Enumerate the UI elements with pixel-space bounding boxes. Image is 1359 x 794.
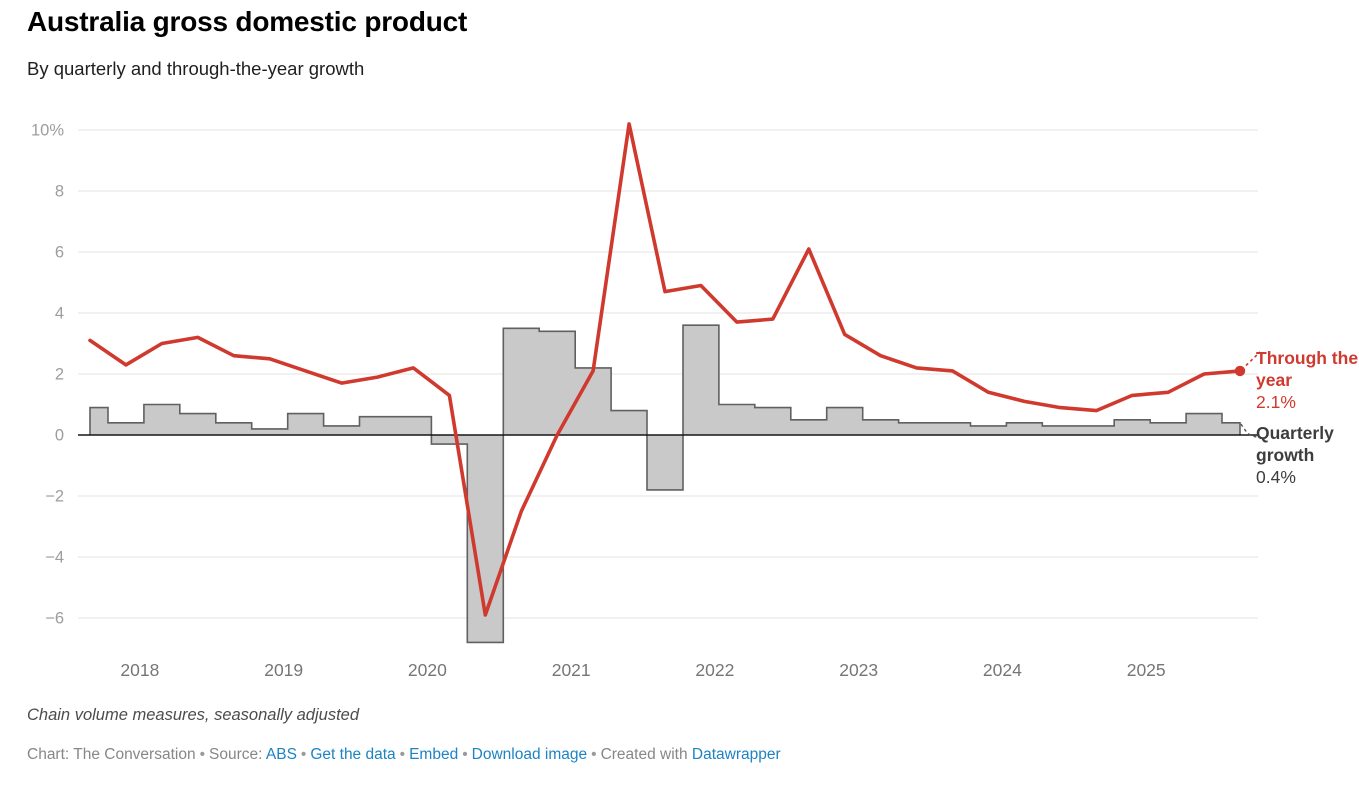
bar-series-end-label: Quarterly growth 0.4%	[1256, 422, 1359, 488]
credit-link-datawrapper[interactable]: Datawrapper	[691, 746, 781, 763]
credit-separator-dot: •	[399, 746, 406, 763]
credit-separator-dot: •	[300, 746, 307, 763]
x-year-label: 2023	[839, 660, 878, 680]
y-tick-label: −4	[45, 549, 64, 567]
credit-link-get-the-data[interactable]: Get the data	[310, 746, 396, 763]
y-tick-label: 10%	[31, 122, 64, 140]
through-year-line	[88, 122, 1242, 617]
line-series-value: 2.1%	[1256, 392, 1296, 412]
y-tick-label: −6	[45, 610, 64, 628]
y-tick-label: −2	[45, 488, 64, 506]
chart-title: Australia gross domestic product	[27, 6, 468, 37]
bar-series-name: Quarterly growth	[1256, 423, 1334, 465]
connector-bar-label-dashed	[1240, 423, 1260, 438]
credit-link-embed[interactable]: Embed	[409, 746, 459, 763]
credit-separator-dot: •	[591, 746, 597, 763]
chart-subtitle: By quarterly and through-the-year growth	[27, 58, 365, 79]
x-year-label: 2018	[120, 660, 159, 680]
y-tick-label: 8	[55, 183, 64, 201]
line-end-dot	[1234, 365, 1246, 377]
footnote: Chain volume measures, seasonally adjust…	[27, 706, 360, 724]
x-year-label: 2021	[552, 660, 591, 680]
x-year-label: 2019	[264, 660, 303, 680]
y-tick-label: 6	[55, 244, 64, 262]
y-tick-label: 4	[55, 305, 64, 323]
credit-separator-dot: •	[199, 746, 206, 763]
credit-separator-dot: •	[462, 746, 468, 763]
line-series-end-label: Through the year 2.1%	[1256, 347, 1359, 413]
credit-link-abs[interactable]: ABS	[265, 746, 297, 763]
gdp-combo-chart: 10% 8 6 4 2 0 −2 −4 −6 2018 2019 2020 2021 2022 2023 20…	[31, 122, 1261, 680]
attribution-line: Chart: The Conversation • Source: ABS • Get …	[27, 746, 781, 764]
quarterly-bars-area	[90, 325, 1240, 643]
credit-text-chart-the-conversation: Chart: The Conversation	[27, 746, 196, 763]
x-year-label: 2025	[1127, 660, 1166, 680]
quarterly-bars-outline	[89, 324, 1241, 644]
bar-series-value: 0.4%	[1256, 467, 1296, 487]
credit-text-created-with: Created with	[600, 746, 688, 763]
y-tick-label: 2	[55, 366, 64, 384]
x-year-label: 2020	[408, 660, 447, 680]
x-year-label: 2022	[695, 660, 734, 680]
credit-link-download-image[interactable]: Download image	[471, 746, 588, 763]
x-year-label: 2024	[983, 660, 1022, 680]
y-tick-label: 0	[55, 427, 64, 445]
credit-text-source: Source:	[209, 746, 263, 763]
line-series-name: Through the year	[1256, 348, 1359, 390]
